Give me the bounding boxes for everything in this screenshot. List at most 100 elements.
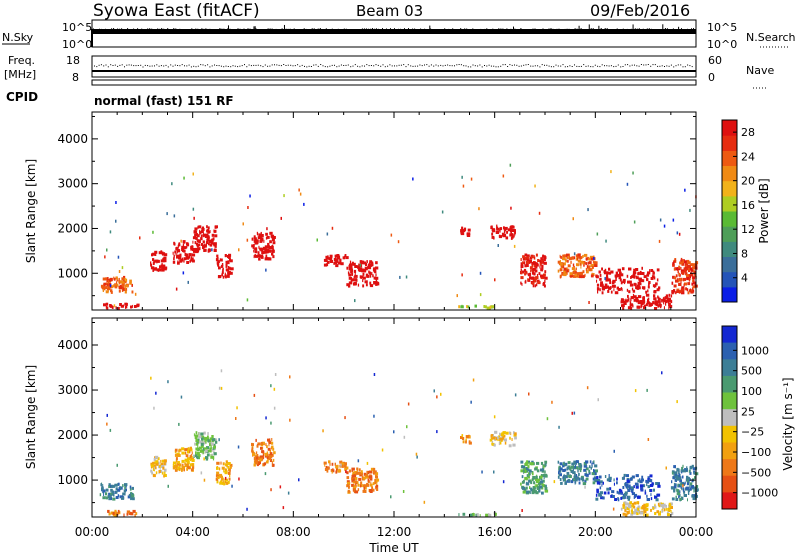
data-cell [351,479,353,483]
data-cell [216,471,220,475]
colorbar-segment [722,180,737,197]
data-cell [217,262,219,265]
data-cell [533,264,537,268]
noise-point [382,28,383,30]
data-cell [103,489,105,493]
data-cell [568,257,572,261]
nave-point [253,64,255,66]
data-cell [674,473,678,477]
data-cell [255,438,257,442]
nave-point [410,65,412,67]
data-cell [641,272,645,275]
noise-point [430,28,432,30]
nave-point [592,66,594,68]
data-cell [596,488,598,492]
nave-point [352,65,354,67]
data-cell [523,467,527,471]
data-cell [483,305,486,308]
noise-point [484,28,486,30]
nave-point [460,64,462,66]
data-cell [229,469,231,473]
data-cell [346,283,350,287]
data-cell [219,467,221,471]
data-cell [370,477,373,481]
data-cell [520,271,523,275]
y-tick-label: 4000 [57,338,88,352]
data-cell [198,455,200,459]
data-cell [187,457,191,461]
noise-right-tick-top: 10^5 [707,21,737,34]
data-cell [105,290,109,294]
data-cell [633,295,637,299]
data-cell [615,271,619,275]
data-cell [591,472,595,476]
noise-point [241,29,243,31]
data-cell [214,229,217,233]
data-cell [203,431,206,435]
data-cell [126,305,128,309]
data-cell [219,258,221,262]
noise-point [119,28,121,30]
data-cell [611,284,615,288]
data-cell [685,486,689,490]
data-cell [531,460,534,464]
data-cell [203,249,206,252]
data-cell [693,496,697,500]
nave-point [375,64,377,66]
y-tick-label: 1000 [57,266,88,280]
noise-point [247,28,249,30]
data-cell [524,264,527,268]
data-cell [526,474,529,478]
data-cell [513,230,516,234]
data-cell [211,435,214,438]
noise-point [530,29,532,31]
noise-point [522,29,524,31]
data-cell [228,477,231,481]
data-cell [368,263,373,267]
data-cell [360,484,362,488]
nave-point [691,66,693,68]
data-cell [357,488,360,492]
nave-point [433,65,435,67]
data-cell [354,299,356,303]
data-cell [498,442,500,446]
data-cell [103,303,107,307]
data-cell [634,482,638,486]
data-cell [609,286,612,290]
data-cell [153,461,157,465]
data-cell [562,462,565,466]
data-cell [542,484,545,488]
data-cell [629,283,634,287]
nave-point [527,64,529,65]
nave-point [151,65,153,67]
data-cell [335,256,337,260]
freq-tick-bottom: 8 [72,71,79,84]
data-cell [616,490,619,494]
data-cell [266,245,270,249]
nave-point [567,66,569,68]
data-cell [585,262,588,266]
noise-point [211,29,213,31]
data-cell [544,279,546,283]
noise-point [536,29,538,31]
data-cell [227,471,231,475]
data-cell [599,288,601,292]
data-cell [620,507,623,511]
data-cell [178,242,180,246]
data-cell [323,258,328,262]
data-cell [583,464,587,468]
noise-point [201,28,203,30]
data-cell [219,258,223,262]
data-cell [582,261,586,264]
data-cell [260,234,264,237]
data-cell [218,473,223,477]
noise-point [229,28,231,30]
data-cell [362,279,364,283]
data-cell [528,479,531,483]
data-cell [191,465,195,469]
data-cell [200,432,204,436]
data-cell [207,230,210,234]
data-cell [348,265,352,268]
nave-point [440,64,442,66]
data-cell [536,273,539,277]
